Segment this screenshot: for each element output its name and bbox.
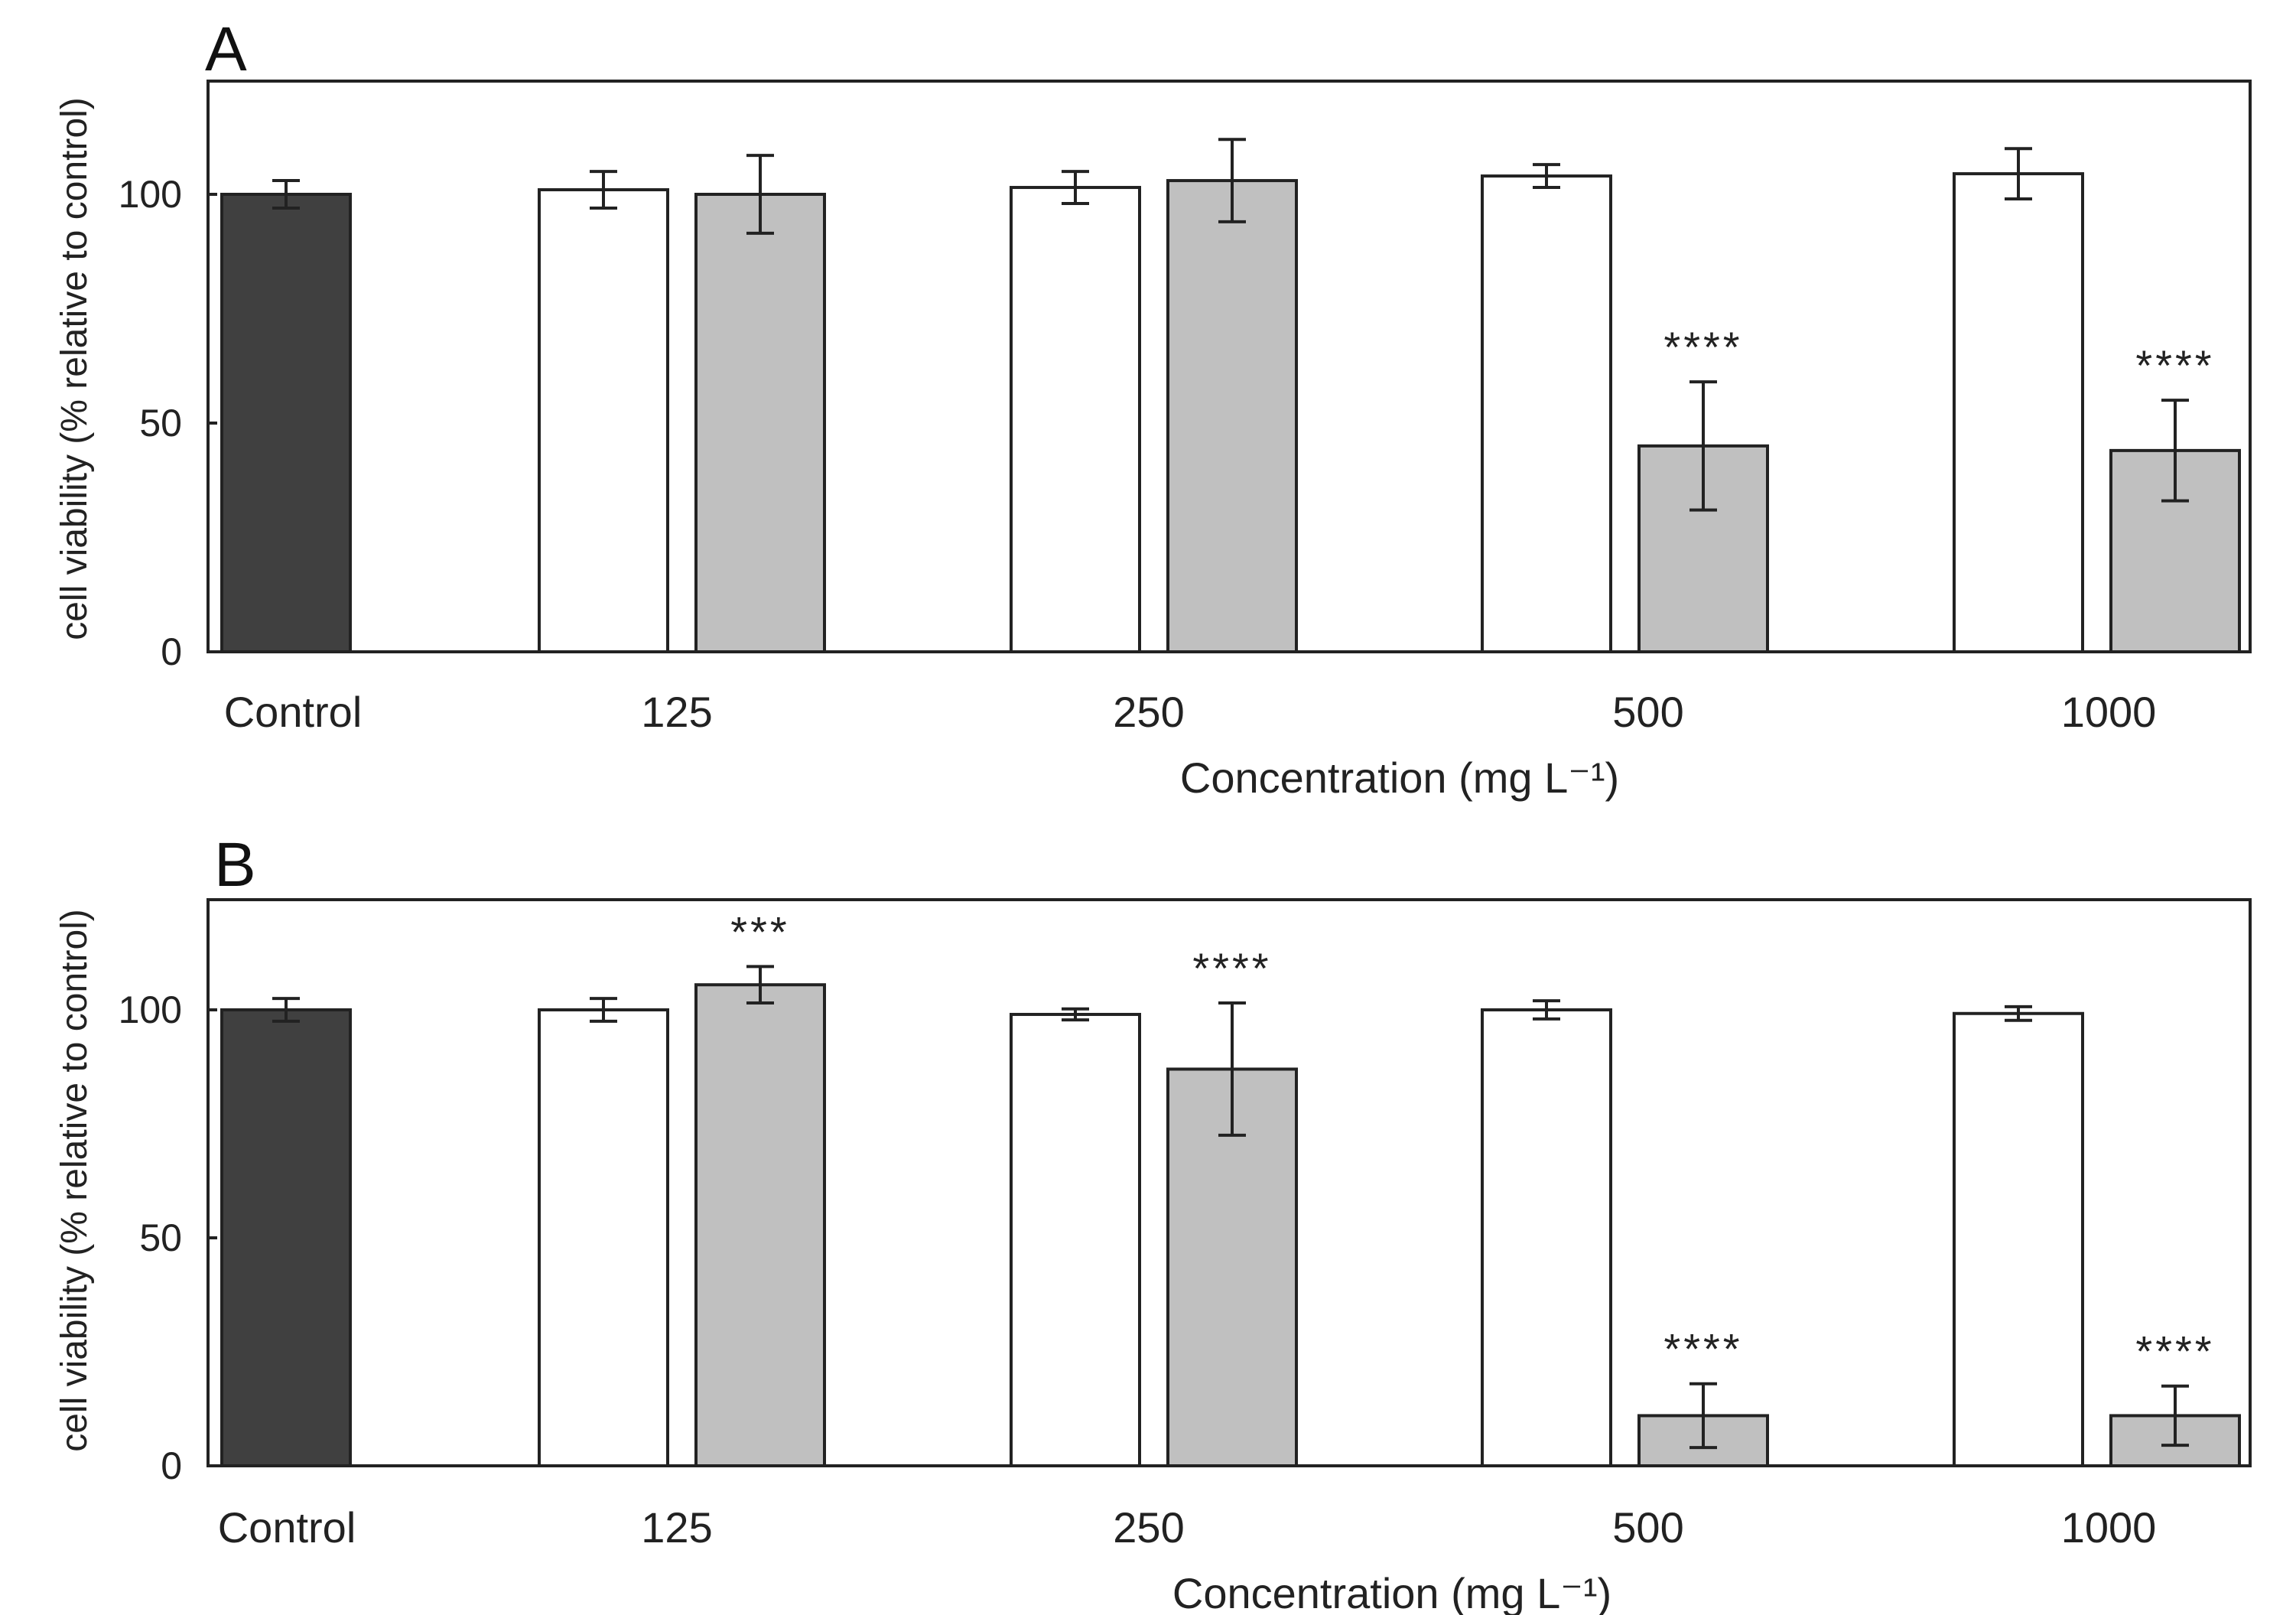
panel-a-grey-bar	[1166, 179, 1298, 653]
panel-b-white-bar	[1481, 1008, 1612, 1467]
panel-a: A cell viability (% relative to control)…	[54, 15, 2252, 802]
panel-a-category-label: 125	[641, 688, 712, 736]
panel-a-white-bar	[1010, 186, 1141, 653]
panel-a-ytick-label: 50	[139, 402, 182, 444]
panel-b-letter: B	[214, 830, 256, 900]
panel-a-plot-frame	[207, 80, 2252, 653]
panel-a-white-bar	[538, 188, 669, 653]
panel-b-white-bar	[1010, 1012, 1141, 1467]
panel-a-white-bar	[1481, 174, 1612, 653]
panel-b-white-bar	[538, 1008, 669, 1467]
panel-b-control-bar	[220, 1008, 352, 1467]
panel-b-x-axis-label: Concentration (mg L⁻¹)	[1172, 1569, 1611, 1615]
panel-a-ytick-label: 0	[161, 630, 182, 673]
panel-b-ytick-label: 0	[161, 1444, 182, 1487]
panel-b-grey-bar-significance-label: ***	[730, 907, 789, 956]
panel-b-category-label: 500	[1612, 1503, 1683, 1552]
panel-a-grey-bar-significance-label: ****	[1663, 323, 1742, 371]
panel-a-y-axis-label: cell viability (% relative to control)	[54, 97, 95, 640]
panel-a-marks: 0 50 100 Control 125 250 500 1000 **** ****	[119, 138, 2241, 736]
panel-a-category-label: Control	[224, 688, 363, 736]
panel-a-grey-bar	[694, 193, 826, 653]
panel-a-white-bar	[1953, 172, 2084, 653]
panel-b-white-bar	[1953, 1011, 2084, 1467]
panel-b-category-label: 125	[641, 1503, 712, 1552]
panel-b-category-label: 1000	[2061, 1503, 2157, 1552]
panel-a-x-axis-label: Concentration (mg L⁻¹)	[1180, 754, 1619, 802]
panel-b-ytick-label: 50	[139, 1216, 182, 1259]
panel-b-ytick-label: 100	[119, 988, 182, 1031]
panel-b-category-label: 250	[1113, 1503, 1184, 1552]
panel-a-letter: A	[205, 15, 247, 84]
panel-b-grey-bar-significance-label: ****	[2135, 1327, 2214, 1376]
panel-a-grey-bar-significance-label: ****	[2135, 341, 2214, 389]
panel-b-category-label: Control	[218, 1503, 356, 1552]
panel-b-plot-frame	[207, 898, 2252, 1467]
panel-b-grey-bar-significance-label: ****	[1192, 944, 1271, 992]
panel-b-y-axis-label: cell viability (% relative to control)	[54, 909, 95, 1452]
panel-a-category-label: 500	[1612, 688, 1683, 736]
panel-a-category-label: 250	[1113, 688, 1184, 736]
panel-b: B cell viability (% relative to control)…	[54, 830, 2252, 1615]
panel-a-ytick-label: 100	[119, 173, 182, 216]
panel-b-grey-bar	[694, 983, 826, 1467]
panel-b-grey-bar-significance-label: ****	[1663, 1325, 1742, 1373]
panel-a-category-label: 1000	[2061, 688, 2157, 736]
panel-a-control-bar	[220, 193, 352, 653]
